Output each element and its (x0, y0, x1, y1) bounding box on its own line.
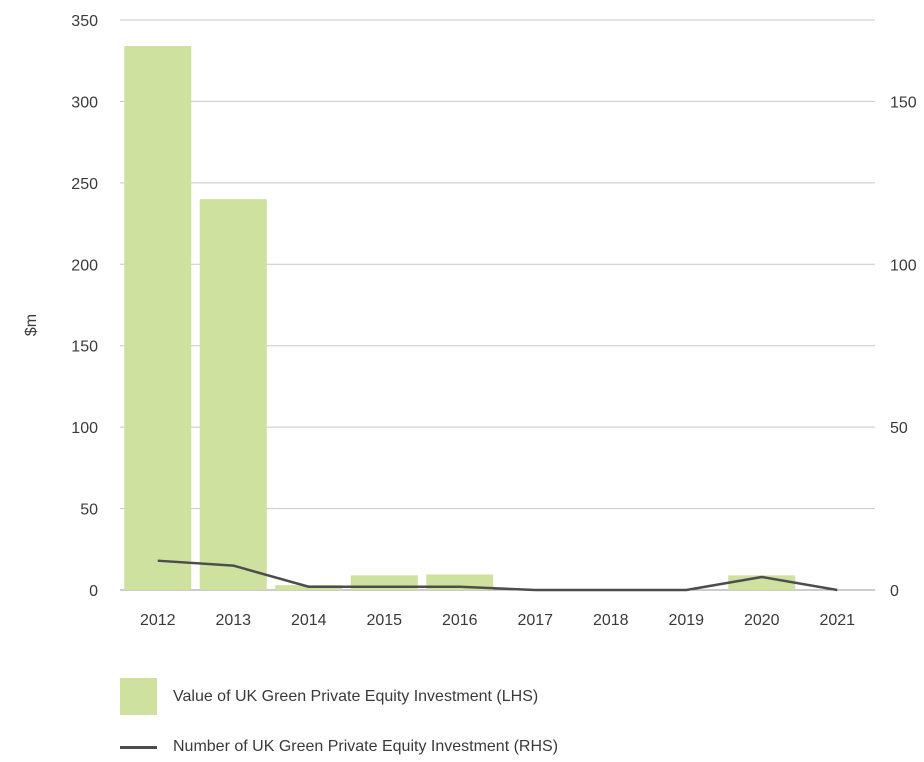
left-tick-label: 350 (71, 13, 98, 30)
x-tick-label: 2012 (140, 612, 176, 629)
x-tick-label: 2021 (819, 612, 855, 629)
left-tick-label: 100 (71, 420, 98, 437)
x-tick-label: 2013 (215, 612, 251, 629)
right-tick-label: 0 (890, 583, 899, 600)
x-axis-ticks: 2012 2013 2014 2015 2016 2017 2018 2019 2020 2021 (140, 612, 855, 629)
y-axis-label: $m (23, 314, 40, 336)
right-tick-label: 150 (890, 94, 917, 111)
left-tick-label: 250 (71, 176, 98, 193)
bar-series (124, 46, 796, 591)
x-tick-label: 2015 (366, 612, 402, 629)
left-tick-label: 300 (71, 94, 98, 111)
legend-label-bars: Value of UK Green Private Equity Investm… (173, 687, 539, 705)
left-axis-ticks: 0 50 100 150 200 250 300 350 (71, 13, 98, 600)
left-tick-label: 50 (80, 502, 98, 519)
bar (124, 46, 192, 591)
x-tick-label: 2014 (291, 612, 327, 629)
left-tick-label: 150 (71, 339, 98, 356)
series-line (157, 559, 838, 592)
legend-bar-swatch (120, 678, 157, 715)
left-tick-label: 200 (71, 257, 98, 274)
x-tick-label: 2016 (442, 612, 478, 629)
x-tick-label: 2020 (744, 612, 780, 629)
legend-label-line: Number of UK Green Private Equity Invest… (173, 738, 559, 755)
legend-line-swatch (120, 745, 157, 749)
right-axis-ticks: 0 50 100 150 (890, 94, 917, 600)
line-series (157, 559, 838, 592)
right-tick-label: 50 (890, 420, 908, 437)
chart: 0 50 100 150 200 250 300 350 0 50 100 150 2012 2013… (23, 13, 917, 629)
right-tick-label: 100 (890, 257, 917, 274)
left-tick-label: 0 (89, 583, 98, 600)
x-tick-label: 2017 (517, 612, 553, 629)
legend-item-bars: Value of UK Green Private Equity Investm… (120, 678, 538, 715)
x-tick-label: 2018 (593, 612, 629, 629)
bar (199, 199, 267, 590)
legend-item-line: Number of UK Green Private Equity Invest… (120, 738, 558, 756)
x-tick-label: 2019 (668, 612, 704, 629)
